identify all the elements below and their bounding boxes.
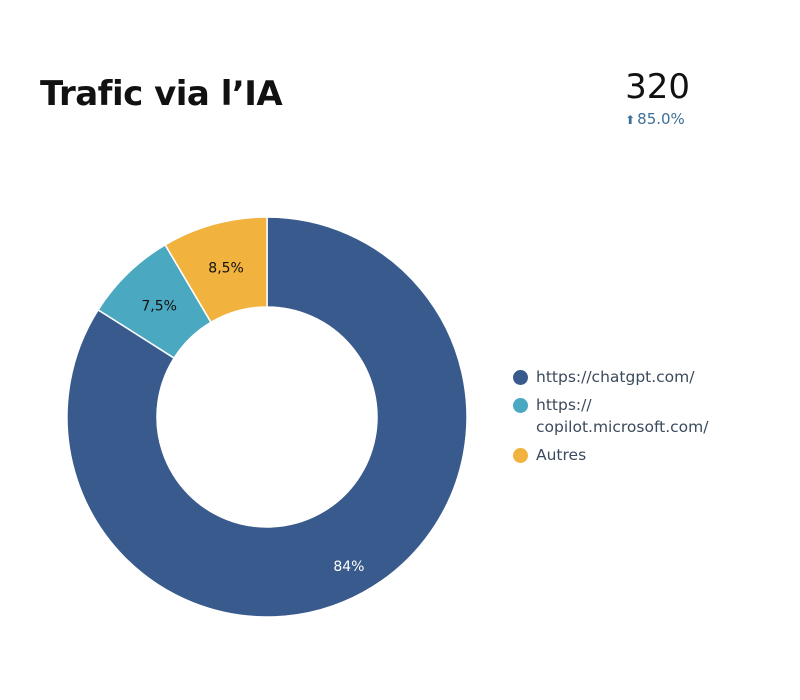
donut-slice-2 <box>164 216 268 324</box>
chart-title: Trafic via l’IA <box>40 74 283 114</box>
legend-label: https://copilot.microsoft.com/ <box>536 396 709 436</box>
kpi-block: 320 ⬆ 85.0% <box>625 66 690 128</box>
kpi-change: ⬆ 85.0% <box>625 110 690 128</box>
data-label-0: 84% <box>333 559 364 575</box>
legend-item-0: https://chatgpt.com/ <box>513 366 763 388</box>
legend-dot-icon <box>513 370 528 385</box>
chart-legend: https://chatgpt.com/https://copilot.micr… <box>513 366 763 472</box>
legend-item-1: https://copilot.microsoft.com/ <box>513 394 763 438</box>
legend-dot-icon <box>513 448 528 463</box>
kpi-change-value: 85.0% <box>637 110 685 128</box>
kpi-value: 320 <box>625 67 690 107</box>
data-label-1: 7,5% <box>141 299 177 315</box>
donut-slice-0 <box>66 216 468 618</box>
data-label-2: 8,5% <box>208 260 244 276</box>
legend-dot-icon <box>513 398 528 413</box>
legend-label: Autres <box>536 446 587 464</box>
legend-item-2: Autres <box>513 444 763 466</box>
legend-label: https://chatgpt.com/ <box>536 368 695 386</box>
arrow-up-icon: ⬆ <box>625 113 636 127</box>
